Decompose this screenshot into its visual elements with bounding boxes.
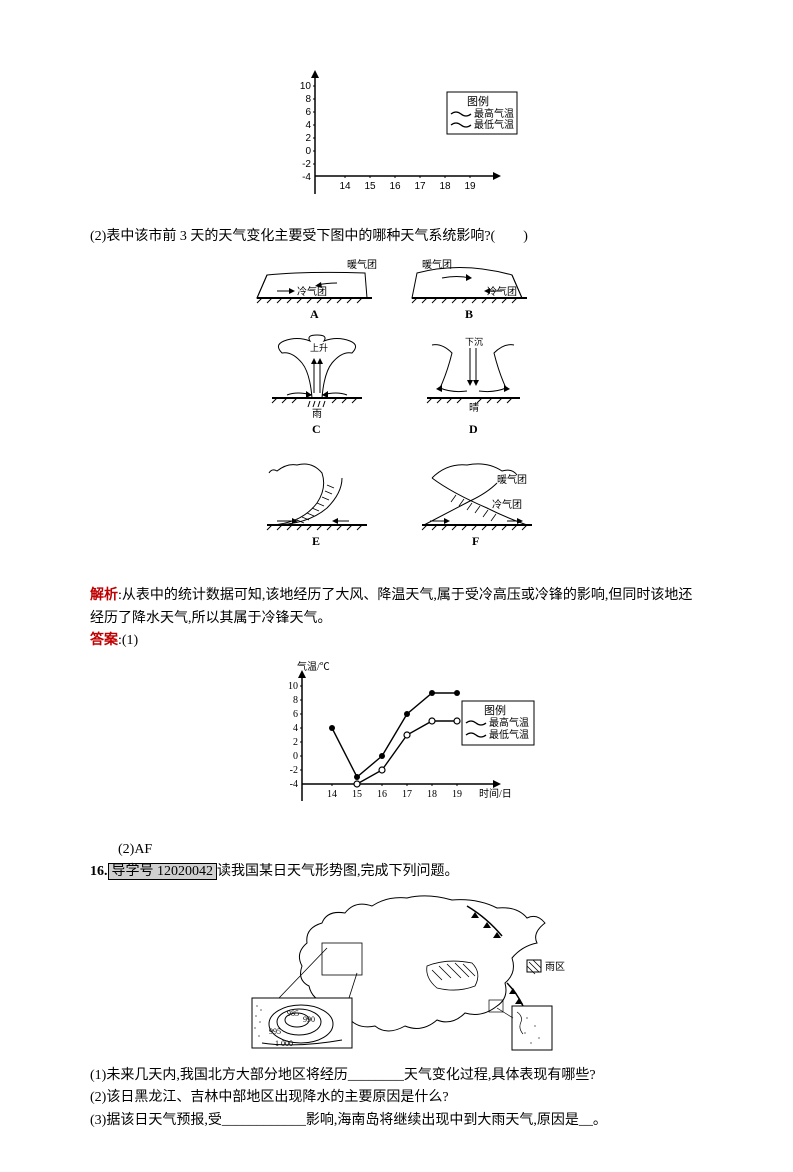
- svg-text:8: 8: [305, 94, 311, 105]
- q16-stem: 读我国某日天气形势图,完成下列问题。: [217, 864, 459, 879]
- map-legend: 雨区: [527, 960, 565, 974]
- series-high: [332, 693, 457, 777]
- svg-text:990: 990: [303, 1015, 315, 1024]
- svg-text:A: A: [310, 307, 319, 321]
- answer-prefix: :(1): [118, 633, 138, 648]
- temp-data-chart: 气温/℃ 10 8 6 4 2 0 -2 -4 14 15 16 17 18 1…: [90, 656, 703, 834]
- q16-sub1: (1)未来几天内,我国北方大部分地区将经历________天气变化过程,具体表现…: [90, 1065, 703, 1087]
- analysis-block: 解析:从表中的统计数据可知,该地经历了大风、降温天气,属于受冷高压或冷锋的影响,…: [90, 585, 703, 630]
- q16-sub3: (3)据该日天气预报,受____________影响,海南岛将继续出现中到大雨天…: [90, 1110, 703, 1132]
- svg-text:18: 18: [439, 181, 451, 192]
- svg-text:下沉: 下沉: [465, 337, 483, 347]
- svg-text:18: 18: [427, 789, 437, 800]
- svg-text:19: 19: [452, 789, 462, 800]
- diagram-B: 暖气团 冷气团 B: [412, 258, 527, 321]
- weather-system-diagrams: 暖气团 冷气团 A 暖气团 冷气团 B 上升 雨 C 下沉: [90, 253, 703, 581]
- svg-text:冷气团: 冷气团: [487, 285, 517, 298]
- svg-text:雨: 雨: [312, 409, 322, 420]
- svg-text:C: C: [312, 422, 321, 436]
- svg-text:985: 985: [287, 1009, 299, 1018]
- diagram-A: 暖气团 冷气团 A: [257, 258, 377, 321]
- svg-text:6: 6: [293, 709, 298, 720]
- legend-item-high: 最高气温: [474, 107, 514, 120]
- svg-text:14: 14: [327, 789, 337, 800]
- svg-text:8: 8: [293, 695, 298, 706]
- svg-text:0: 0: [293, 751, 298, 762]
- axes: 10 8 6 4 2 0 -2 -4 14 15 16 17 18 19 时间/…: [288, 670, 512, 801]
- svg-text:4: 4: [293, 723, 298, 734]
- diagram-F: 暖气团 冷气团 F: [422, 464, 532, 548]
- svg-text:16: 16: [389, 181, 401, 192]
- svg-text:暖气团: 暖气团: [347, 258, 377, 271]
- legend-item-low: 最低气温: [474, 118, 514, 131]
- legend-title: 图例: [467, 94, 489, 108]
- svg-text:-4: -4: [302, 172, 311, 183]
- legend-box: 图例 最高气温 最低气温: [447, 92, 517, 134]
- svg-text:-4: -4: [289, 779, 297, 790]
- analysis-text: :从表中的统计数据可知,该地经历了大风、降温天气,属于受冷高压或冷锋的影响,但同…: [90, 588, 692, 625]
- answer-block: 答案:(1): [90, 630, 703, 652]
- svg-text:6: 6: [305, 107, 311, 118]
- svg-text:995: 995: [269, 1027, 281, 1036]
- blank-temp-chart: 10 8 6 4 2 0 -2 -4 14 15 16 17 18 19 图例 …: [90, 64, 703, 222]
- svg-text:4: 4: [305, 120, 311, 131]
- svg-text:B: B: [465, 307, 473, 321]
- inset-south-sea: [512, 1006, 552, 1050]
- analysis-label: 解析: [90, 588, 118, 603]
- svg-text:F: F: [472, 534, 479, 548]
- svg-text:上升: 上升: [310, 343, 328, 353]
- svg-text:19: 19: [464, 181, 476, 192]
- svg-text:17: 17: [414, 181, 426, 192]
- series-low: [357, 721, 457, 784]
- axes: 10 8 6 4 2 0 -2 -4 14 15 16 17 18 19: [299, 70, 500, 194]
- svg-text:暖气团: 暖气团: [422, 258, 452, 271]
- svg-text:雨区: 雨区: [545, 961, 565, 973]
- svg-text:冷气团: 冷气团: [492, 498, 522, 511]
- svg-text:16: 16: [377, 789, 387, 800]
- svg-text:15: 15: [352, 789, 362, 800]
- diagram-C: 上升 雨 C: [272, 335, 362, 436]
- answer-label: 答案: [90, 633, 118, 648]
- svg-text:15: 15: [364, 181, 376, 192]
- svg-text:1 000: 1 000: [275, 1039, 293, 1048]
- svg-text:E: E: [312, 534, 320, 548]
- svg-text:暖气团: 暖气团: [497, 473, 527, 486]
- q16-number: 16.: [90, 864, 108, 879]
- svg-text:0: 0: [305, 146, 311, 157]
- svg-text:最低气温: 最低气温: [489, 728, 529, 741]
- question-16: 16.导学号 12020042读我国某日天气形势图,完成下列问题。: [90, 861, 703, 883]
- q16-sub2: (2)该日黑龙江、吉林中部地区出现降水的主要原因是什么?: [90, 1087, 703, 1109]
- diagram-D: 下沉 晴 D: [427, 337, 520, 436]
- answer-part2: (2)AF: [90, 839, 703, 861]
- legend-box: 图例 最高气温 最低气温: [462, 701, 534, 745]
- svg-text:2: 2: [305, 133, 311, 144]
- q16-study-box: 导学号 12020042: [108, 863, 218, 880]
- rain-region: [426, 961, 477, 990]
- svg-text:图例: 图例: [484, 703, 506, 717]
- question-part2: (2)表中该市前 3 天的天气变化主要受下图中的哪种天气系统影响?( ): [90, 226, 703, 248]
- svg-text:14: 14: [339, 181, 351, 192]
- svg-text:冷气团: 冷气团: [297, 285, 327, 298]
- inset-isobars: 985 990 995 1 000: [252, 998, 352, 1048]
- svg-text:D: D: [469, 422, 478, 436]
- svg-text:-2: -2: [289, 765, 297, 776]
- china-weather-map: 雨区 985 990 995 1 000: [90, 888, 703, 1061]
- xlabel: 时间/日: [479, 787, 512, 800]
- svg-text:-2: -2: [302, 159, 311, 170]
- svg-text:最高气温: 最高气温: [489, 716, 529, 729]
- svg-text:10: 10: [288, 681, 298, 692]
- svg-text:17: 17: [402, 789, 412, 800]
- svg-text:10: 10: [299, 81, 311, 92]
- diagram-E: E: [267, 464, 367, 548]
- svg-text:2: 2: [293, 737, 298, 748]
